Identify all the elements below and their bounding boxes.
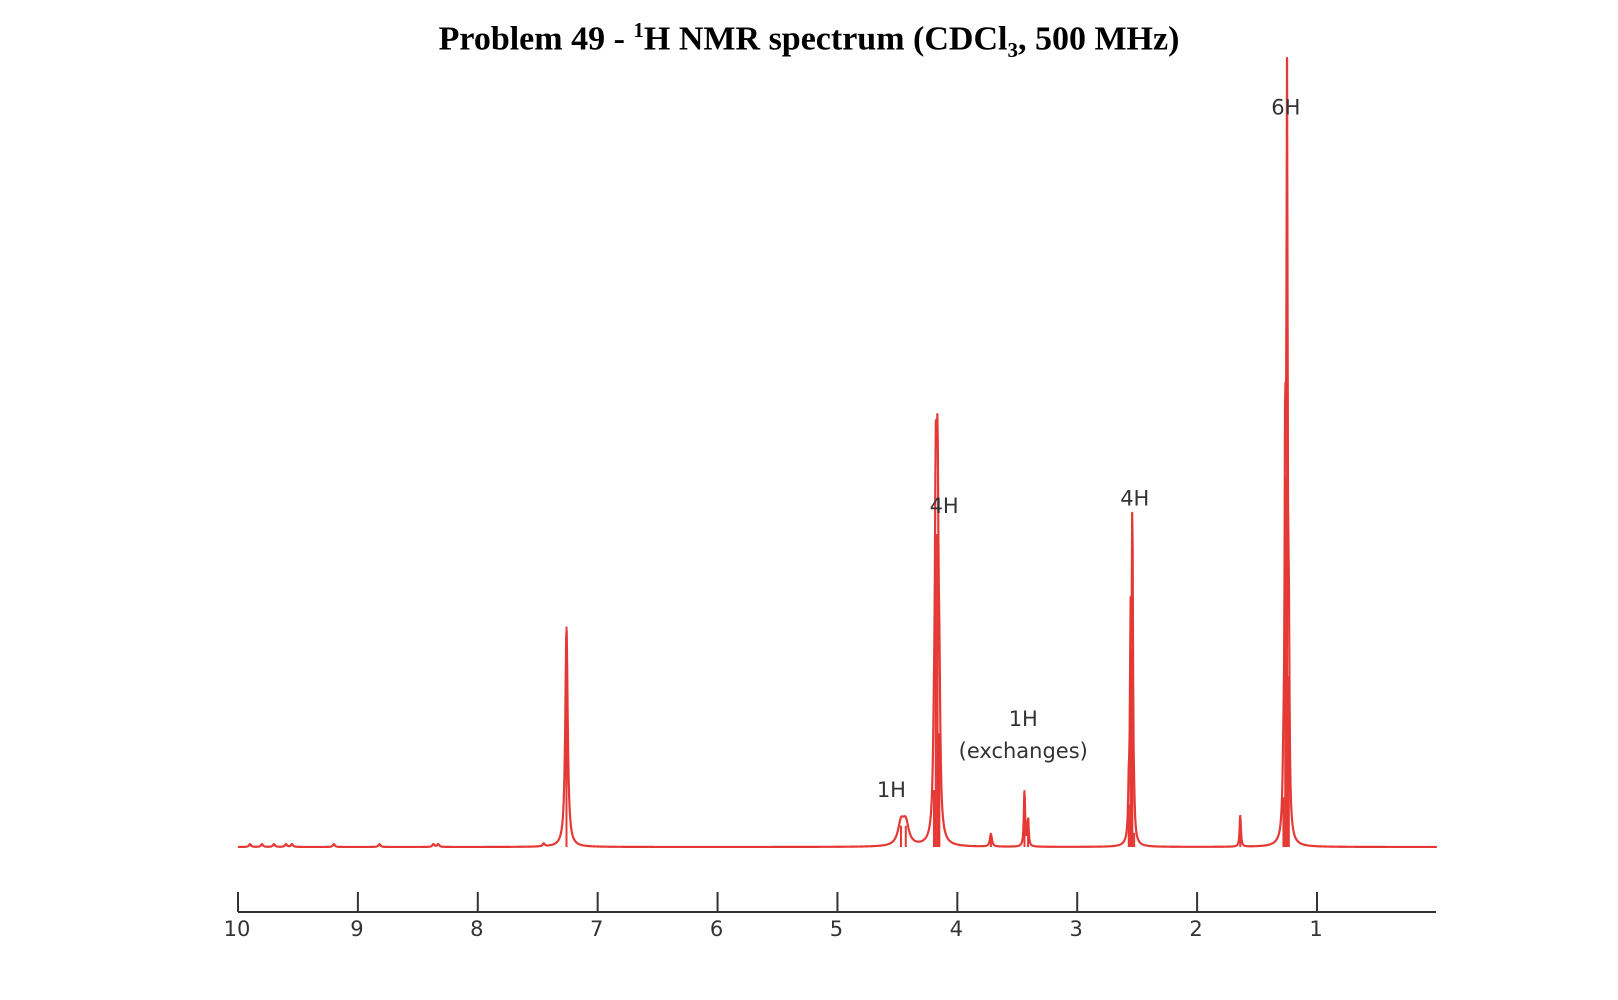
x-tick-label-2: 2 <box>1189 917 1202 941</box>
annotation-0: 6H <box>1271 96 1300 120</box>
title-subscript: 3 <box>1007 38 1018 63</box>
chart-title: Problem 49 - 1H NMR spectrum (CDCl3, 500… <box>0 18 1618 63</box>
spectrum-line <box>237 57 1438 849</box>
annotation-1: 4H <box>930 494 959 518</box>
x-tick-label-10: 10 <box>224 917 251 941</box>
annotation-4: (exchanges) <box>959 739 1088 763</box>
x-tick-label-7: 7 <box>590 917 603 941</box>
title-suffix: , 500 MHz) <box>1017 20 1180 58</box>
annotation-3: 1H <box>1009 707 1038 731</box>
x-tick-label-5: 5 <box>830 917 843 941</box>
x-tick-label-1: 1 <box>1309 917 1322 941</box>
x-tick-label-3: 3 <box>1070 917 1083 941</box>
x-tick-label-9: 9 <box>350 917 363 941</box>
title-prefix: Problem 49 - <box>438 20 634 58</box>
title-superscript: 1 <box>633 18 644 42</box>
annotation-2: 4H <box>1120 487 1149 511</box>
x-tick-label-8: 8 <box>470 917 483 941</box>
title-main: H NMR spectrum (CDCl <box>643 20 1008 58</box>
x-tick-label-6: 6 <box>710 917 723 941</box>
x-tick-label-4: 4 <box>950 917 963 941</box>
annotation-5: 1H <box>877 778 906 802</box>
